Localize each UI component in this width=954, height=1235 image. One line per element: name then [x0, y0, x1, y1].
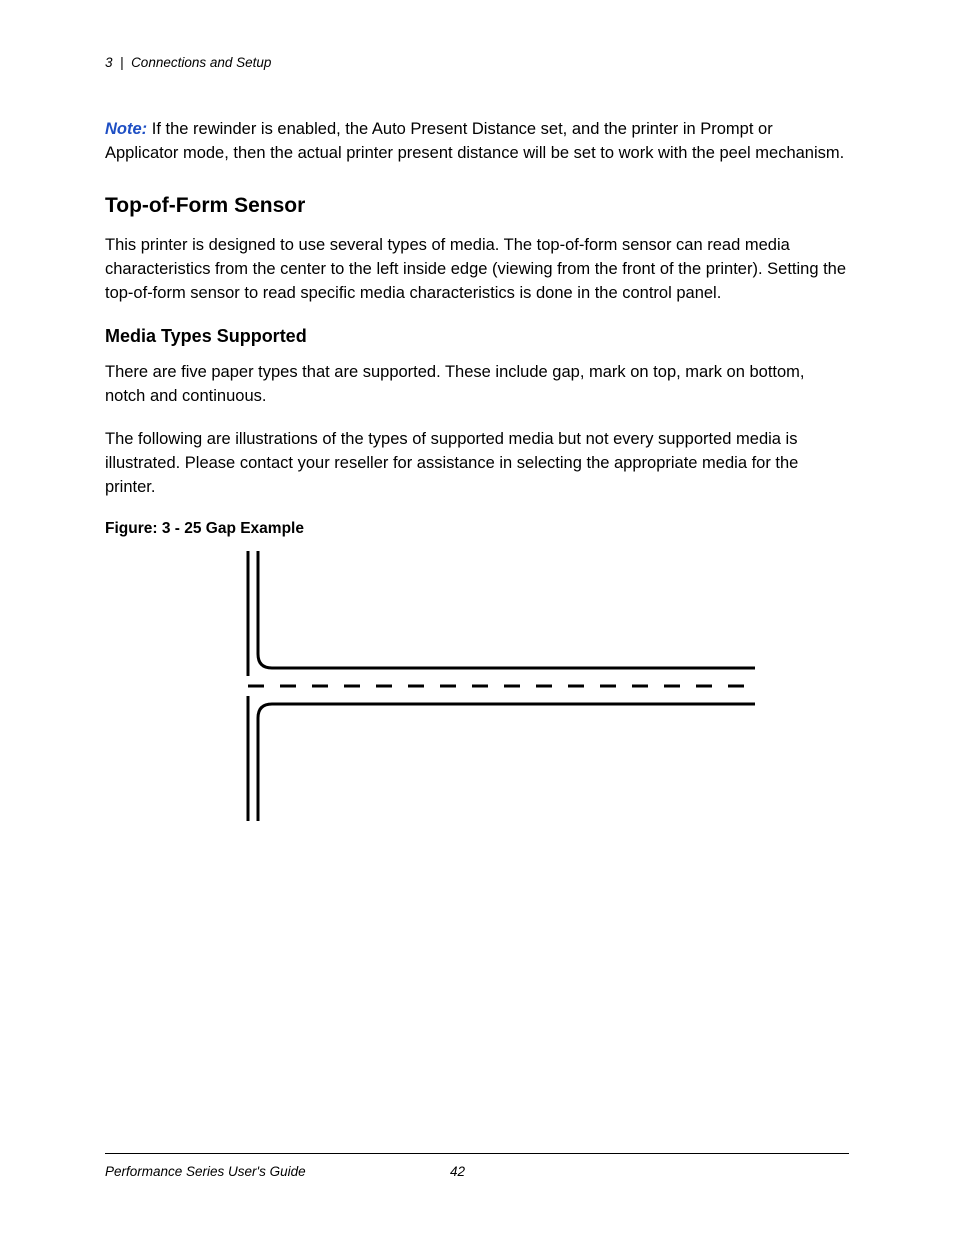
header-separator: | [120, 55, 124, 70]
chapter-number: 3 [105, 55, 113, 70]
figure-caption: Figure: 3 - 25 Gap Example [105, 520, 849, 538]
subsection-heading: Media Types Supported [105, 326, 849, 347]
section-paragraph: This printer is designed to use several … [105, 234, 849, 306]
subsection-paragraph-2: The following are illustrations of the t… [105, 428, 849, 500]
gap-example-diagram [240, 546, 760, 826]
note-text: If the rewinder is enabled, the Auto Pre… [105, 120, 844, 162]
section-heading: Top-of-Form Sensor [105, 194, 849, 218]
page-footer: Performance Series User's Guide 42 [105, 1153, 849, 1179]
page-header: 3 | Connections and Setup [105, 55, 849, 70]
footer-page-number: 42 [450, 1164, 465, 1179]
note-label: Note: [105, 120, 147, 138]
footer-guide-name: Performance Series User's Guide [105, 1164, 306, 1179]
chapter-title: Connections and Setup [131, 55, 271, 70]
subsection-paragraph-1: There are five paper types that are supp… [105, 361, 849, 409]
note-block: Note: If the rewinder is enabled, the Au… [105, 118, 849, 166]
